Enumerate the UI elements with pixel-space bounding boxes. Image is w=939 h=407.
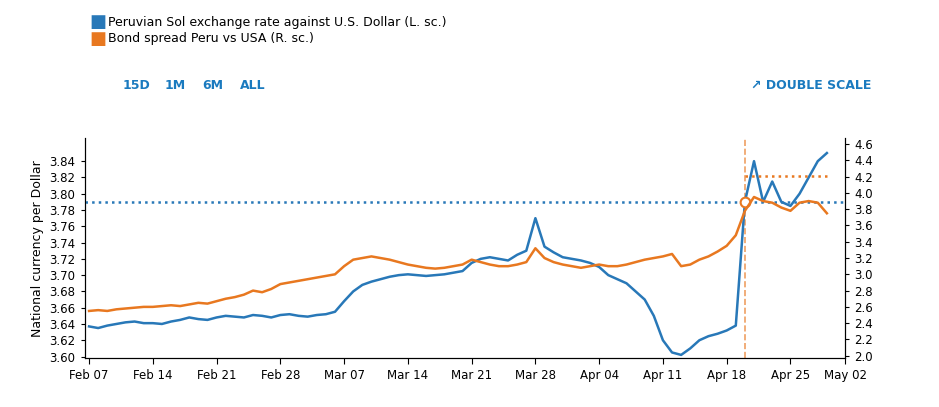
Y-axis label: National currency per Dollar: National currency per Dollar — [31, 160, 44, 337]
Text: 1M: 1M — [164, 79, 185, 92]
Text: 15D: 15D — [122, 79, 150, 92]
Text: ■: ■ — [89, 30, 106, 48]
Text: ↗ DOUBLE SCALE: ↗ DOUBLE SCALE — [751, 79, 871, 92]
Text: ■: ■ — [89, 13, 106, 31]
Text: Bond spread Peru vs USA (R. sc.): Bond spread Peru vs USA (R. sc.) — [108, 32, 314, 45]
Text: ALL: ALL — [239, 79, 265, 92]
Text: Peruvian Sol exchange rate against U.S. Dollar (L. sc.): Peruvian Sol exchange rate against U.S. … — [108, 16, 446, 29]
Text: 6M: 6M — [202, 79, 223, 92]
